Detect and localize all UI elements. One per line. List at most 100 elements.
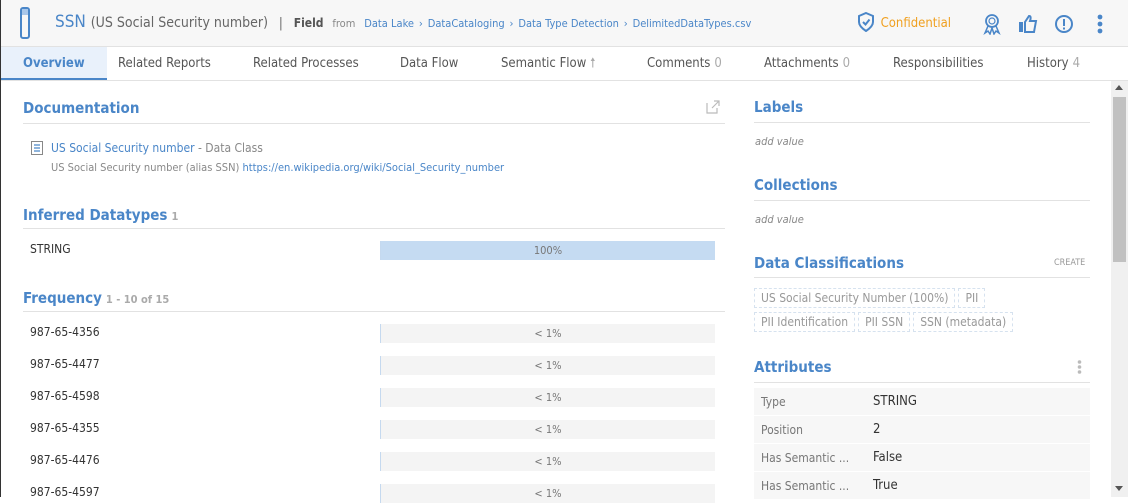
tab-history[interactable]: History 4 xyxy=(1027,47,1080,80)
frequency-bar: < 1% xyxy=(380,324,715,343)
thumbs-up-icon[interactable] xyxy=(1017,13,1039,35)
more-vertical-icon[interactable] xyxy=(1077,360,1082,377)
tab-label: Data Flow xyxy=(400,56,459,71)
tab-semantic-flow[interactable]: Semantic Flow 🠕 xyxy=(501,47,596,80)
tab-label: Overview xyxy=(23,56,85,71)
classification-chip[interactable]: SSN (metadata) xyxy=(913,312,1014,332)
arrow-up-icon: 🠕 xyxy=(590,56,596,71)
datatype-label: STRING xyxy=(30,242,71,256)
more-vertical-icon[interactable] xyxy=(1089,13,1111,35)
tab-label: Related Processes xyxy=(253,56,359,71)
attribute-value: False xyxy=(873,450,903,465)
alert-circle-icon[interactable] xyxy=(1053,13,1075,35)
attribute-row: Has Semantic ... False xyxy=(754,444,1090,472)
tab-label: Comments xyxy=(647,56,711,71)
frequency-value: 987-65-4356 xyxy=(30,325,100,339)
tab-label: Responsibilities xyxy=(893,56,984,71)
tab-count: 0 xyxy=(714,56,722,71)
attribute-key: Position xyxy=(761,423,803,437)
classification-chip[interactable]: PII SSN xyxy=(858,312,911,332)
attribute-row: Type STRING xyxy=(754,388,1090,416)
shield-check-icon[interactable] xyxy=(857,11,875,35)
frequency-bar: < 1% xyxy=(380,388,715,407)
tab-count: 4 xyxy=(1072,56,1081,71)
labels-add-value[interactable]: add value xyxy=(755,135,804,148)
frequency-value: 987-65-4355 xyxy=(30,421,100,435)
tab-related-reports[interactable]: Related Reports xyxy=(118,47,211,80)
frequency-bar: < 1% xyxy=(380,452,715,471)
tab-data-flow[interactable]: Data Flow xyxy=(400,47,458,80)
field-icon xyxy=(20,7,30,39)
attribute-row: Has Semantic ... True xyxy=(754,472,1090,500)
attribute-key: Type xyxy=(761,395,786,409)
doc-entry: US Social Security number - Data Class xyxy=(51,141,263,155)
create-button[interactable]: CREATE xyxy=(1054,258,1086,268)
breadcrumb-sep: › xyxy=(509,17,514,30)
object-kind: Field xyxy=(293,16,324,30)
certify-ribbon-icon[interactable] xyxy=(981,13,1003,35)
attribute-key: Has Semantic ... xyxy=(761,451,850,465)
divider xyxy=(754,200,1090,201)
tab-responsibilities[interactable]: Responsibilities xyxy=(893,47,983,80)
frequency-bar: < 1% xyxy=(380,484,715,503)
classification-chips: US Social Security Number (100%) PII PII … xyxy=(754,288,1054,336)
attributes-heading: Attributes xyxy=(754,358,832,376)
tab-overview[interactable]: Overview xyxy=(1,47,107,80)
breadcrumb: Data Lake › DataCataloging › Data Type D… xyxy=(364,12,751,32)
labels-heading: Labels xyxy=(754,98,804,116)
classification-badge[interactable]: Confidential xyxy=(880,16,951,31)
frequency-value: 987-65-4476 xyxy=(30,453,100,467)
tab-label: Related Reports xyxy=(118,56,211,71)
doc-link[interactable]: https://en.wikipedia.org/wiki/Social_Sec… xyxy=(242,161,505,174)
tab-comments[interactable]: Comments 0 xyxy=(647,47,722,80)
classification-chip[interactable]: US Social Security Number (100%) xyxy=(754,288,956,308)
header: SSN (US Social Security number) | Field … xyxy=(1,0,1128,47)
tab-label: Semantic Flow xyxy=(501,56,587,71)
divider xyxy=(23,123,725,124)
tab-attachments[interactable]: Attachments 0 xyxy=(764,47,850,80)
doc-description-text: US Social Security number (alias SSN) xyxy=(51,161,240,174)
heading-range: 1 - 10 of 15 xyxy=(105,293,170,306)
breadcrumb-item[interactable]: DataCataloging xyxy=(427,17,505,30)
divider xyxy=(23,228,725,229)
collections-heading: Collections xyxy=(754,176,838,194)
frequency-heading: Frequency 1 - 10 of 15 xyxy=(23,289,169,307)
doc-title-link[interactable]: US Social Security number xyxy=(51,141,195,155)
scroll-up-arrow[interactable] xyxy=(1115,85,1123,90)
frequency-bar: < 1% xyxy=(380,356,715,375)
breadcrumb-item[interactable]: Data Lake xyxy=(364,17,415,30)
attribute-row: Position 2 xyxy=(754,416,1090,444)
page-title: SSN (US Social Security number) | Field … xyxy=(55,12,751,32)
scrollbar-thumb[interactable] xyxy=(1113,97,1126,262)
attribute-value: STRING xyxy=(873,394,917,409)
tab-count: 0 xyxy=(842,56,851,71)
divider xyxy=(754,277,1090,278)
heading-count: 1 xyxy=(171,210,179,223)
document-icon xyxy=(31,141,43,158)
collections-add-value[interactable]: add value xyxy=(755,213,804,226)
frequency-value: 987-65-4477 xyxy=(30,357,100,371)
classification-chip[interactable]: PII xyxy=(958,288,986,308)
frequency-value: 987-65-4598 xyxy=(30,389,100,403)
breadcrumb-item[interactable]: Data Type Detection xyxy=(518,17,619,30)
tab-label: History xyxy=(1027,56,1069,71)
title: SSN xyxy=(55,12,86,32)
attribute-value: 2 xyxy=(873,422,881,437)
scroll-down-arrow[interactable] xyxy=(1115,486,1123,491)
breadcrumb-item[interactable]: DelimitedDataTypes.csv xyxy=(632,17,752,30)
tab-bar: Overview Related Reports Related Process… xyxy=(1,47,1128,81)
classification-chip[interactable]: PII Identification xyxy=(754,312,856,332)
tab-label: Attachments xyxy=(764,56,839,71)
divider xyxy=(23,311,725,312)
documentation-heading: Documentation xyxy=(23,99,140,117)
frequency-value: 987-65-4597 xyxy=(30,485,100,499)
open-external-icon[interactable] xyxy=(706,100,720,117)
divider xyxy=(754,382,1090,383)
tab-related-processes[interactable]: Related Processes xyxy=(253,47,359,80)
separator: | xyxy=(278,16,283,31)
attribute-value: True xyxy=(873,478,898,493)
heading-text: Frequency xyxy=(23,289,102,307)
doc-type: - Data Class xyxy=(197,141,263,155)
datatype-bar: 100% xyxy=(380,241,715,260)
scrollbar[interactable] xyxy=(1111,81,1128,497)
